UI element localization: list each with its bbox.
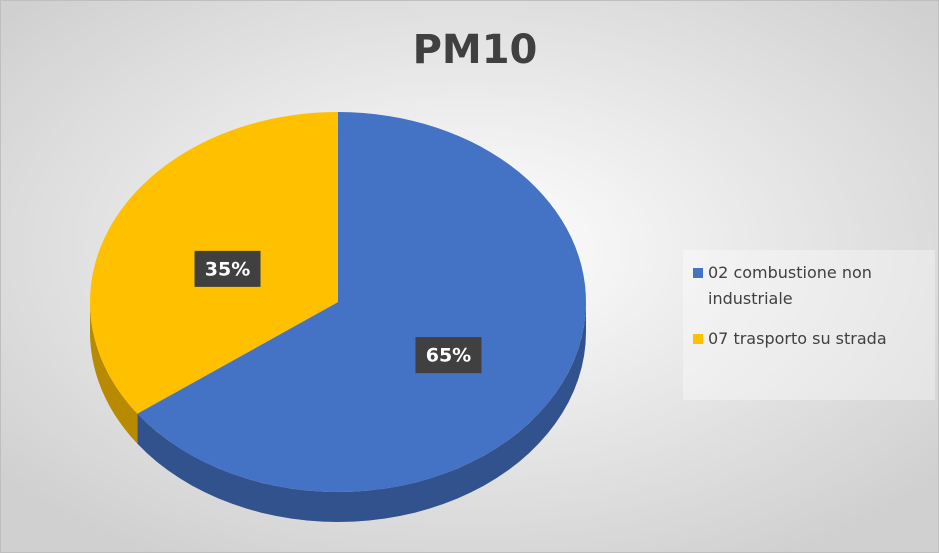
legend-label: 07 trasporto su strada bbox=[708, 329, 887, 348]
slice-side bbox=[90, 302, 138, 444]
slice bbox=[137, 112, 586, 492]
data-label-box bbox=[415, 337, 482, 374]
legend: 02 combustione non industriale 07 traspor… bbox=[683, 250, 935, 400]
legend-item: 02 combustione non industriale bbox=[689, 260, 929, 312]
legend-label: 02 combustione non industriale bbox=[708, 263, 872, 308]
legend-item: 07 trasporto su strada bbox=[689, 326, 929, 352]
data-label: 65% bbox=[426, 345, 471, 367]
legend-swatch bbox=[693, 334, 703, 344]
legend-swatch bbox=[693, 268, 703, 278]
data-label-box bbox=[194, 250, 261, 287]
slice-side bbox=[137, 302, 587, 522]
data-label: 35% bbox=[205, 258, 250, 280]
chart-title: PM10 bbox=[413, 27, 538, 73]
